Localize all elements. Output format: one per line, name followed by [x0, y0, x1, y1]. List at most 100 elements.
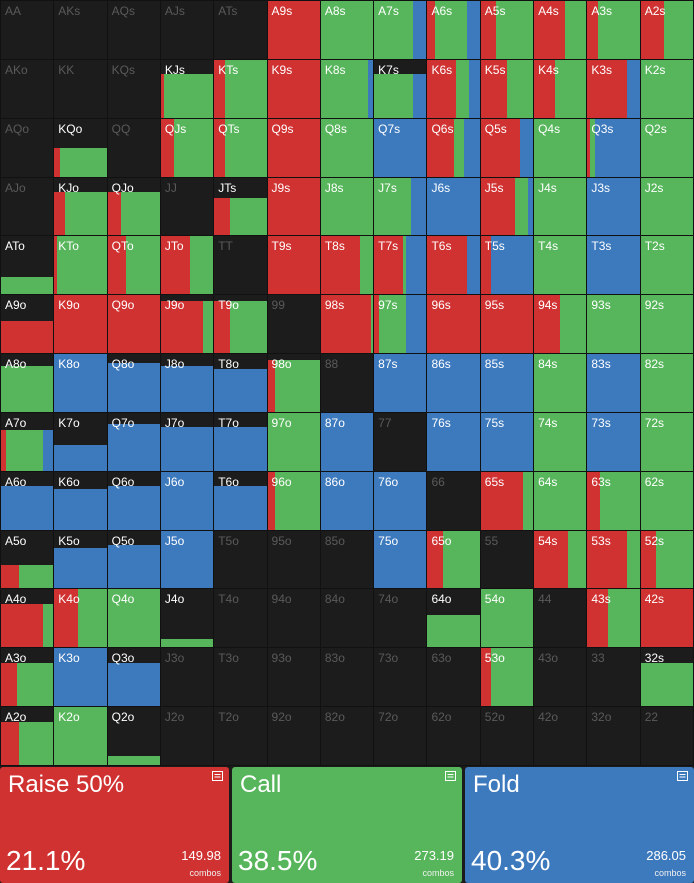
hand-cell-75s[interactable]: 75s — [480, 412, 534, 471]
hand-cell-J3s[interactable]: J3s — [587, 177, 640, 236]
hand-cell-82o[interactable]: 82o — [320, 707, 374, 765]
hand-cell-Q8s[interactable]: Q8s — [320, 118, 374, 177]
hand-cell-Q9s[interactable]: Q9s — [267, 118, 320, 177]
hand-cell-62s[interactable]: 62s — [640, 471, 693, 530]
hand-cell-KJs[interactable]: KJs — [160, 59, 214, 118]
hand-cell-T2o[interactable]: T2o — [214, 707, 267, 765]
hand-cell-KQs[interactable]: KQs — [107, 59, 160, 118]
hand-cell-J4o[interactable]: J4o — [160, 589, 214, 648]
hand-cell-J2o[interactable]: J2o — [160, 707, 214, 765]
notes-icon[interactable] — [677, 771, 688, 781]
hand-cell-65o[interactable]: 65o — [427, 530, 480, 589]
hand-cell-55[interactable]: 55 — [480, 530, 534, 589]
hand-cell-86s[interactable]: 86s — [427, 354, 480, 412]
hand-cell-32s[interactable]: 32s — [640, 648, 693, 707]
hand-cell-T4o[interactable]: T4o — [214, 589, 267, 648]
hand-cell-K2s[interactable]: K2s — [640, 59, 693, 118]
hand-cell-TT[interactable]: TT — [214, 236, 267, 295]
hand-cell-86o[interactable]: 86o — [320, 471, 374, 530]
hand-cell-ATs[interactable]: ATs — [214, 1, 267, 59]
hand-cell-KTs[interactable]: KTs — [214, 59, 267, 118]
hand-cell-K2o[interactable]: K2o — [54, 707, 107, 765]
hand-cell-64s[interactable]: 64s — [534, 471, 587, 530]
raise-action-panel[interactable]: Raise 50% 21.1% 149.98 combos — [0, 767, 229, 883]
hand-cell-K7s[interactable]: K7s — [374, 59, 427, 118]
hand-cell-QQ[interactable]: QQ — [107, 118, 160, 177]
hand-cell-K9o[interactable]: K9o — [54, 295, 107, 354]
hand-cell-J8s[interactable]: J8s — [320, 177, 374, 236]
hand-cell-66[interactable]: 66 — [427, 471, 480, 530]
hand-cell-K5o[interactable]: K5o — [54, 530, 107, 589]
hand-cell-QTo[interactable]: QTo — [107, 236, 160, 295]
hand-cell-T4s[interactable]: T4s — [534, 236, 587, 295]
hand-cell-A4o[interactable]: A4o — [1, 589, 54, 648]
hand-cell-A3o[interactable]: A3o — [1, 648, 54, 707]
hand-cell-98s[interactable]: 98s — [320, 295, 374, 354]
hand-cell-A8o[interactable]: A8o — [1, 354, 54, 412]
hand-cell-73o[interactable]: 73o — [374, 648, 427, 707]
hand-cell-K3s[interactable]: K3s — [587, 59, 640, 118]
hand-cell-75o[interactable]: 75o — [374, 530, 427, 589]
hand-cell-63s[interactable]: 63s — [587, 471, 640, 530]
hand-cell-K9s[interactable]: K9s — [267, 59, 320, 118]
hand-cell-95o[interactable]: 95o — [267, 530, 320, 589]
hand-cell-43s[interactable]: 43s — [587, 589, 640, 648]
hand-cell-96o[interactable]: 96o — [267, 471, 320, 530]
hand-cell-72o[interactable]: 72o — [374, 707, 427, 765]
hand-cell-T3o[interactable]: T3o — [214, 648, 267, 707]
hand-cell-Q3s[interactable]: Q3s — [587, 118, 640, 177]
hand-cell-KK[interactable]: KK — [54, 59, 107, 118]
fold-action-panel[interactable]: Fold 40.3% 286.05 combos — [465, 767, 694, 883]
call-action-panel[interactable]: Call 38.5% 273.19 combos — [232, 767, 462, 883]
hand-cell-A6o[interactable]: A6o — [1, 471, 54, 530]
hand-cell-K4s[interactable]: K4s — [534, 59, 587, 118]
hand-cell-Q7o[interactable]: Q7o — [107, 412, 160, 471]
hand-cell-42s[interactable]: 42s — [640, 589, 693, 648]
hand-cell-AQs[interactable]: AQs — [107, 1, 160, 59]
hand-cell-T6o[interactable]: T6o — [214, 471, 267, 530]
hand-cell-97s[interactable]: 97s — [374, 295, 427, 354]
hand-cell-93o[interactable]: 93o — [267, 648, 320, 707]
hand-cell-92o[interactable]: 92o — [267, 707, 320, 765]
hand-cell-AQo[interactable]: AQo — [1, 118, 54, 177]
hand-cell-76o[interactable]: 76o — [374, 471, 427, 530]
hand-cell-T9o[interactable]: T9o — [214, 295, 267, 354]
hand-cell-JTo[interactable]: JTo — [160, 236, 214, 295]
hand-cell-AJo[interactable]: AJo — [1, 177, 54, 236]
hand-cell-K7o[interactable]: K7o — [54, 412, 107, 471]
hand-cell-JJ[interactable]: JJ — [160, 177, 214, 236]
hand-cell-99[interactable]: 99 — [267, 295, 320, 354]
hand-cell-87s[interactable]: 87s — [374, 354, 427, 412]
hand-cell-K6o[interactable]: K6o — [54, 471, 107, 530]
hand-cell-T2s[interactable]: T2s — [640, 236, 693, 295]
hand-cell-T6s[interactable]: T6s — [427, 236, 480, 295]
hand-cell-KQo[interactable]: KQo — [54, 118, 107, 177]
hand-cell-KTo[interactable]: KTo — [54, 236, 107, 295]
hand-cell-AJs[interactable]: AJs — [160, 1, 214, 59]
hand-cell-QTs[interactable]: QTs — [214, 118, 267, 177]
hand-cell-AA[interactable]: AA — [1, 1, 54, 59]
hand-cell-A5s[interactable]: A5s — [480, 1, 534, 59]
hand-cell-43o[interactable]: 43o — [534, 648, 587, 707]
hand-cell-T9s[interactable]: T9s — [267, 236, 320, 295]
notes-icon[interactable] — [212, 771, 223, 781]
hand-cell-94s[interactable]: 94s — [534, 295, 587, 354]
hand-cell-85s[interactable]: 85s — [480, 354, 534, 412]
hand-cell-J6s[interactable]: J6s — [427, 177, 480, 236]
hand-cell-Q4o[interactable]: Q4o — [107, 589, 160, 648]
hand-cell-22[interactable]: 22 — [640, 707, 693, 765]
hand-cell-64o[interactable]: 64o — [427, 589, 480, 648]
hand-cell-74s[interactable]: 74s — [534, 412, 587, 471]
hand-cell-87o[interactable]: 87o — [320, 412, 374, 471]
hand-cell-A2s[interactable]: A2s — [640, 1, 693, 59]
hand-cell-A3s[interactable]: A3s — [587, 1, 640, 59]
hand-cell-83s[interactable]: 83s — [587, 354, 640, 412]
hand-cell-85o[interactable]: 85o — [320, 530, 374, 589]
hand-cell-Q5s[interactable]: Q5s — [480, 118, 534, 177]
hand-cell-A5o[interactable]: A5o — [1, 530, 54, 589]
hand-cell-62o[interactable]: 62o — [427, 707, 480, 765]
hand-cell-A6s[interactable]: A6s — [427, 1, 480, 59]
hand-cell-54o[interactable]: 54o — [480, 589, 534, 648]
hand-cell-T8s[interactable]: T8s — [320, 236, 374, 295]
hand-cell-T5o[interactable]: T5o — [214, 530, 267, 589]
